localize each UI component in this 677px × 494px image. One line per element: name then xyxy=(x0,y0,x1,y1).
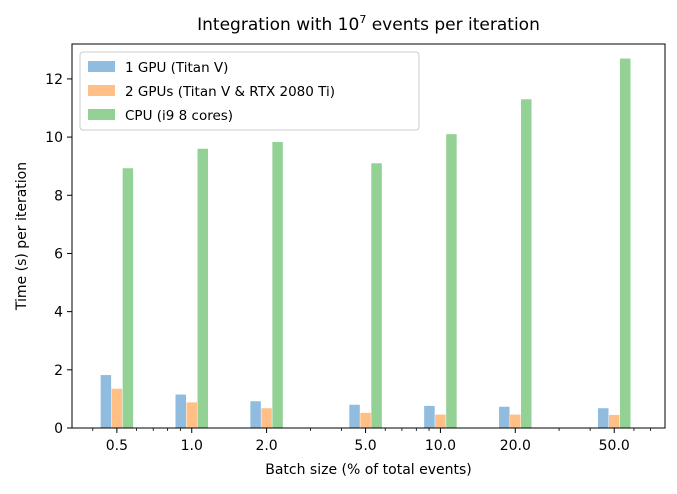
bar-series2-20.0 xyxy=(510,414,521,428)
bar-series3-20.0 xyxy=(521,99,532,429)
legend: 1 GPU (Titan V) 2 GPUs (Titan V & RTX 208… xyxy=(79,51,420,131)
chart-title: Integration with 107 events per iteratio… xyxy=(197,13,540,35)
y-tick-label-6: 6 xyxy=(54,246,63,262)
y-tick-label-0: 0 xyxy=(54,421,63,437)
y-tick-label-12: 12 xyxy=(45,72,63,88)
x-tick-label-0.5: 0.5 xyxy=(106,438,128,454)
bar-series3-0.5 xyxy=(122,168,134,428)
legend-swatch-2 xyxy=(88,85,115,96)
y-tick-label-8: 8 xyxy=(54,188,63,204)
legend-swatch-3 xyxy=(88,109,115,120)
x-tick-label-20.0: 20.0 xyxy=(500,438,531,454)
bar-series1-50.0 xyxy=(597,408,609,428)
bar-series1-1.0 xyxy=(175,394,186,428)
bar-series3-50.0 xyxy=(619,58,631,429)
plot-frame xyxy=(71,43,666,429)
legend-label-2: 2 GPUs (Titan V & RTX 2080 Ti) xyxy=(125,84,335,100)
bar-series3-2.0 xyxy=(272,142,283,429)
legend-items: 1 GPU (Titan V) 2 GPUs (Titan V & RTX 208… xyxy=(88,60,335,124)
legend-label-1: 1 GPU (Titan V) xyxy=(125,60,228,76)
legend-label-3: CPU (i9 8 cores) xyxy=(125,108,233,124)
bar-series2-10.0 xyxy=(435,414,446,428)
x-tick-label-50.0: 50.0 xyxy=(599,438,630,454)
bar-series2-0.5 xyxy=(111,388,123,428)
title-rest: events per iteration xyxy=(366,15,540,35)
ticks-layer: 0 2 4 6 8 10 12 0.5 1.0 2.0 5.0 10.0 20.0 50.0 xyxy=(45,72,651,454)
bar-series2-5.0 xyxy=(360,412,371,428)
bar-series3-1.0 xyxy=(197,148,208,429)
bar-series2-1.0 xyxy=(186,402,197,428)
title-exponent: 7 xyxy=(359,13,366,26)
legend-swatch-1 xyxy=(88,61,115,72)
bar-series3-10.0 xyxy=(446,134,457,428)
bar-series1-2.0 xyxy=(250,401,261,428)
y-tick-label-2: 2 xyxy=(54,363,63,379)
bars-layer xyxy=(100,58,631,429)
x-tick-label-5.0: 5.0 xyxy=(354,438,376,454)
y-axis-label: Time (s) per iteration xyxy=(14,162,30,311)
legend-box xyxy=(79,51,420,131)
x-tick-label-1.0: 1.0 xyxy=(181,438,203,454)
bar-series1-20.0 xyxy=(499,406,510,428)
x-axis-label: Batch size (% of total events) xyxy=(265,462,472,478)
bar-series3-5.0 xyxy=(371,163,382,428)
bar-series1-0.5 xyxy=(100,375,112,428)
x-tick-label-2.0: 2.0 xyxy=(255,438,277,454)
bar-series1-10.0 xyxy=(424,405,435,428)
bar-series1-5.0 xyxy=(349,404,360,428)
bar-series2-2.0 xyxy=(261,408,272,428)
bar-series2-50.0 xyxy=(608,414,620,428)
x-tick-label-10.0: 10.0 xyxy=(425,438,456,454)
title-main: Integration with 10 xyxy=(197,15,359,35)
y-tick-label-10: 10 xyxy=(45,130,63,146)
y-tick-label-4: 4 xyxy=(54,305,63,321)
